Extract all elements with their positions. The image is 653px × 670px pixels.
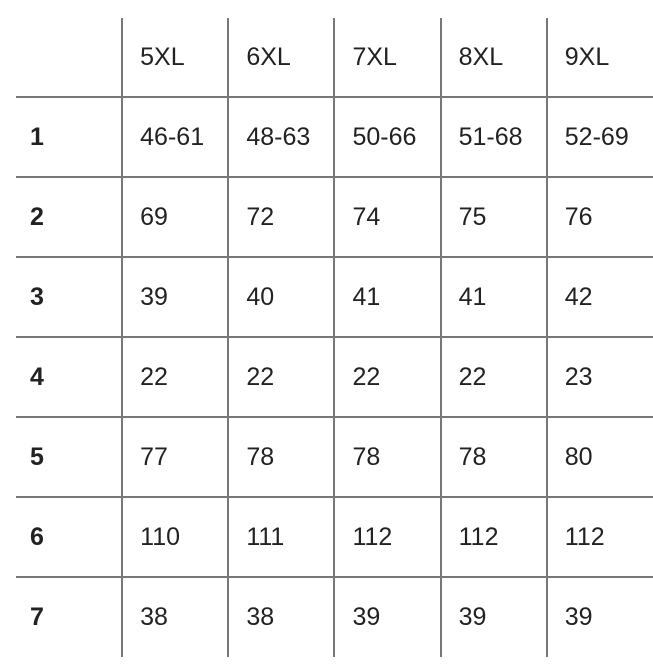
table-cell: 39 — [439, 576, 547, 657]
header-cell: 7XL — [333, 18, 441, 97]
table-cell: 110 — [121, 496, 229, 577]
table-cell: 112 — [333, 496, 441, 577]
row-label: 3 — [16, 256, 123, 337]
table-cell: 39 — [121, 256, 229, 337]
table-row: 4 22 22 22 22 23 — [16, 336, 653, 417]
table-row: 3 39 40 41 41 42 — [16, 256, 653, 337]
table-cell: 42 — [545, 256, 653, 337]
header-cell: 8XL — [439, 18, 547, 97]
row-label: 5 — [16, 416, 123, 497]
table-cell: 78 — [227, 416, 335, 497]
table-cell: 23 — [545, 336, 653, 417]
row-label: 1 — [16, 96, 123, 177]
table-row: 7 38 38 39 39 39 — [16, 576, 653, 657]
row-label: 7 — [16, 576, 123, 657]
header-cell: 9XL — [545, 18, 653, 97]
table-cell: 40 — [227, 256, 335, 337]
table-cell: 39 — [333, 576, 441, 657]
header-cell-empty — [16, 18, 122, 97]
table-cell: 22 — [121, 336, 229, 417]
table-cell: 80 — [545, 416, 653, 497]
table-cell: 78 — [439, 416, 547, 497]
row-label: 2 — [16, 176, 123, 257]
table-cell: 112 — [439, 496, 547, 577]
table-cell: 39 — [545, 576, 653, 657]
table-row: 2 69 72 74 75 76 — [16, 176, 653, 257]
table-cell: 77 — [121, 416, 229, 497]
table-cell: 78 — [333, 416, 441, 497]
row-label: 6 — [16, 496, 123, 577]
table-row: 5 77 78 78 78 80 — [16, 416, 653, 497]
table-cell: 50-66 — [333, 96, 441, 177]
table-cell: 46-61 — [121, 96, 229, 177]
table-row: 6 110 111 112 112 112 — [16, 496, 653, 577]
table-cell: 111 — [227, 496, 335, 577]
table-cell: 51-68 — [439, 96, 547, 177]
table-cell: 48-63 — [227, 96, 335, 177]
header-cell: 5XL — [121, 18, 229, 97]
table-cell: 74 — [333, 176, 441, 257]
table-cell: 75 — [439, 176, 547, 257]
size-table: 5XL 6XL 7XL 8XL 9XL 1 46-61 48-63 50-66 51-6… — [16, 18, 653, 657]
table-cell: 22 — [439, 336, 547, 417]
header-cell: 6XL — [227, 18, 335, 97]
table-row: 1 46-61 48-63 50-66 51-68 52-69 — [16, 96, 653, 177]
table-cell: 76 — [545, 176, 653, 257]
table-cell: 52-69 — [545, 96, 653, 177]
table-cell: 22 — [333, 336, 441, 417]
header-row: 5XL 6XL 7XL 8XL 9XL — [16, 18, 653, 97]
table-cell: 38 — [227, 576, 335, 657]
table-cell: 22 — [227, 336, 335, 417]
row-label: 4 — [16, 336, 123, 417]
table-cell: 72 — [227, 176, 335, 257]
table-cell: 112 — [545, 496, 653, 577]
table-cell: 38 — [121, 576, 229, 657]
table-cell: 41 — [439, 256, 547, 337]
table-cell: 41 — [333, 256, 441, 337]
table-cell: 69 — [121, 176, 229, 257]
